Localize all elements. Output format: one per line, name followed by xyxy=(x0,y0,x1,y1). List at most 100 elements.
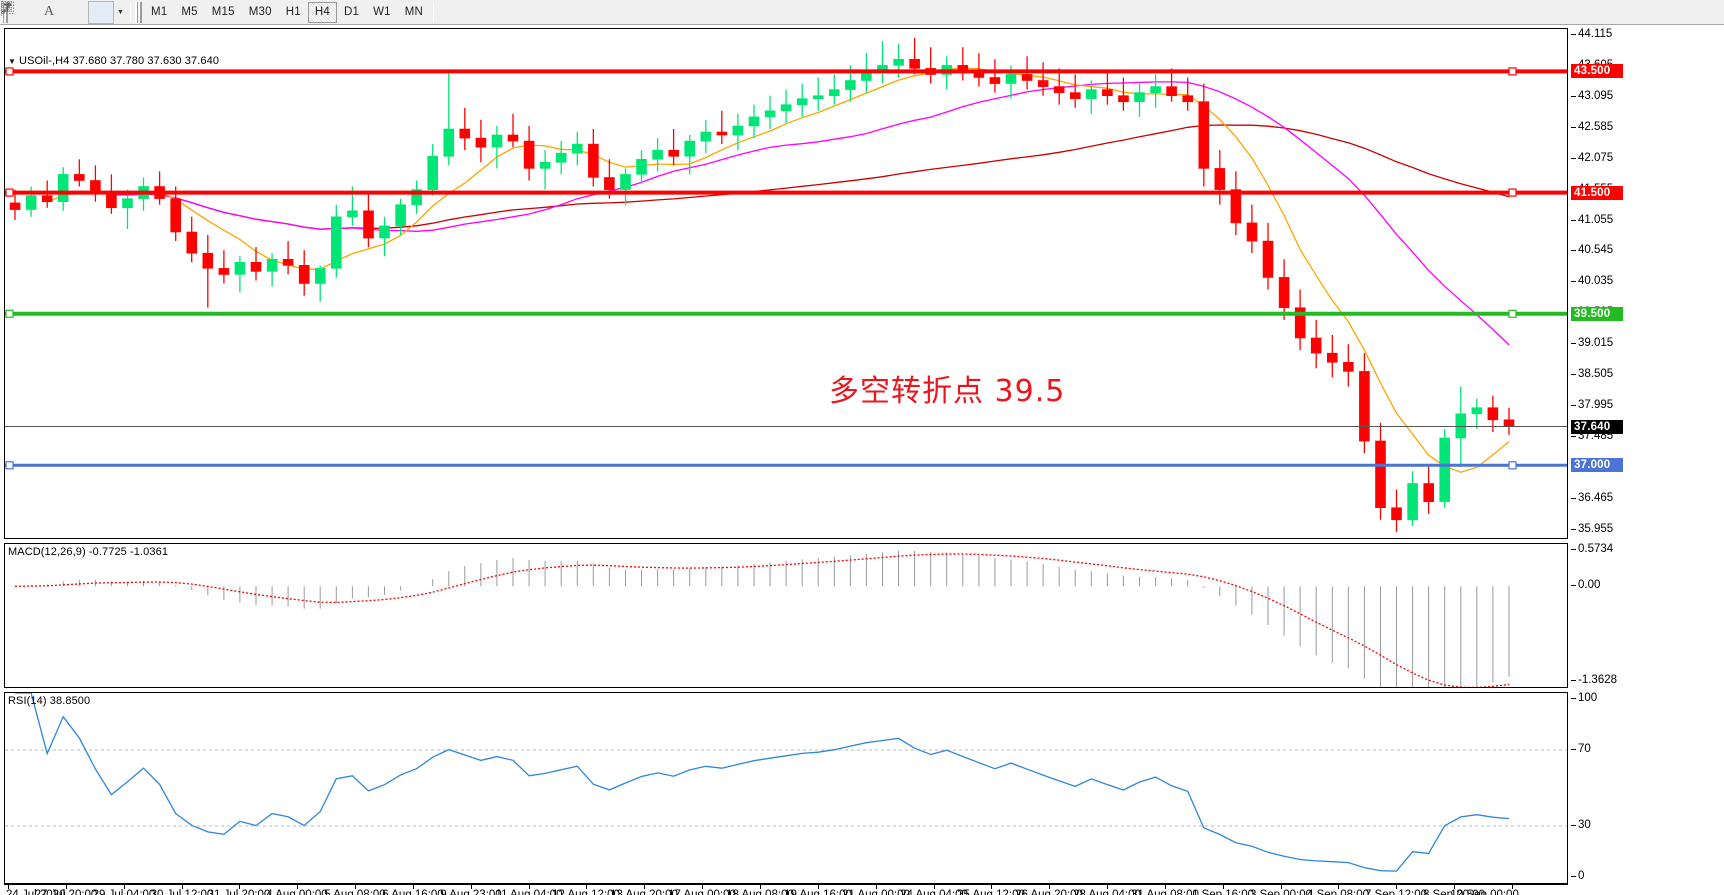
time-tick: 31 Aug 08:00 xyxy=(1131,889,1199,895)
price-tick: 44.115 xyxy=(1570,28,1613,41)
toolbar-separator xyxy=(130,2,131,22)
price-tick: 41.055 xyxy=(1570,213,1614,226)
time-tick-mark xyxy=(413,885,414,889)
text-box-icon[interactable] xyxy=(1,1,88,24)
price-level-badge-resistance-43500[interactable]: 43.500 xyxy=(1571,64,1623,79)
time-tick-mark xyxy=(297,885,298,889)
time-tick: 28 Aug 04:00 xyxy=(1073,889,1141,895)
symbol-dropdown-caret-icon[interactable]: ▼ xyxy=(8,57,17,66)
time-tick-mark xyxy=(8,885,9,889)
price-tick: 37.995 xyxy=(1570,398,1614,411)
price-tick: 39.015 xyxy=(1570,337,1614,350)
time-tick-mark xyxy=(355,885,356,889)
time-tick: 31 Jul 20:00 xyxy=(207,889,271,895)
time-tick-mark xyxy=(702,885,703,889)
timeframe-m1[interactable]: M1 xyxy=(151,6,168,18)
price-pane[interactable]: 多空转折点 39.5 xyxy=(4,28,1568,539)
objects-dropdown-arrow-icon[interactable]: ▼ xyxy=(117,8,124,16)
macd-pane[interactable] xyxy=(4,543,1568,688)
time-tick-mark xyxy=(1107,885,1108,889)
time-tick-mark xyxy=(760,885,761,889)
timeframe-w1[interactable]: W1 xyxy=(373,6,391,18)
time-tick: 1 Sep 16:00 xyxy=(1191,889,1255,895)
time-tick-mark xyxy=(182,885,183,889)
macd-scale[interactable]: 0.5734 0.00 -1.3628 xyxy=(1568,543,1724,688)
rsi-scale[interactable]: 100 70 30 0 xyxy=(1568,692,1724,884)
rsi-pane[interactable] xyxy=(4,692,1568,884)
price-chart-canvas xyxy=(5,38,1567,532)
time-tick: 5 Aug 08:00 xyxy=(324,889,386,895)
time-tick: 7 Sep 12:00 xyxy=(1364,889,1428,895)
timeframe-h1[interactable]: H1 xyxy=(285,6,301,18)
time-tick-mark xyxy=(934,885,935,889)
time-tick-mark xyxy=(1049,885,1050,889)
time-tick-mark xyxy=(644,885,645,889)
time-tick-mark xyxy=(876,885,877,889)
macd-indicator-label: MACD(12,26,9) -0.7725 -1.0361 xyxy=(8,546,169,558)
price-tick: 42.075 xyxy=(1570,151,1614,164)
timeframe-m30[interactable]: M30 xyxy=(248,6,272,18)
time-tick-mark xyxy=(1396,885,1397,889)
time-tick: 25 Aug 12:00 xyxy=(957,889,1025,895)
time-axis[interactable]: 24 Jul 2020 27 Jul 20:00 29 Jul 04:00 30 Ju… xyxy=(4,884,1568,895)
timeframe-m5[interactable]: M5 xyxy=(181,6,198,18)
timeframe-m15[interactable]: M15 xyxy=(211,6,235,18)
time-tick: 26 Aug 20:00 xyxy=(1015,889,1083,895)
macd-chart-canvas xyxy=(14,550,1510,687)
time-tick: 8 Sep 20:00 xyxy=(1422,889,1486,895)
time-tick: 21 Aug 00:00 xyxy=(842,889,910,895)
macd-tick: 0.5734 xyxy=(1570,543,1614,555)
timeframe-grip-handle[interactable] xyxy=(135,1,142,23)
time-tick-mark xyxy=(818,885,819,889)
time-tick: 30 Jul 12:00 xyxy=(150,889,214,895)
svg-text:F: F xyxy=(1,12,5,17)
time-tick: 12 Aug 12:00 xyxy=(552,889,620,895)
rsi-chart-canvas xyxy=(5,693,1567,872)
price-tick: 43.095 xyxy=(1570,89,1614,102)
time-tick: 11 Aug 04:00 xyxy=(495,889,563,895)
time-tick-mark xyxy=(124,885,125,889)
timeframe-mn[interactable]: MN xyxy=(404,6,424,18)
timeframe-d1[interactable]: D1 xyxy=(343,6,360,18)
rsi-tick: 100 xyxy=(1570,692,1598,704)
time-tick-mark xyxy=(66,885,67,889)
time-tick: 27 Jul 20:00 xyxy=(34,889,98,895)
time-tick-mark xyxy=(586,885,587,889)
symbol-info-bar[interactable]: ▼ USOil-,H4 37.680 37.780 37.630 37.640 xyxy=(8,55,219,67)
price-level-badge-resistance-41500[interactable]: 41.500 xyxy=(1571,185,1623,200)
time-tick: 10 Sep 00:00 xyxy=(1450,889,1519,895)
price-tick: 36.465 xyxy=(1570,491,1614,504)
toolbar-separator-2 xyxy=(433,2,435,22)
price-scale[interactable]: 44.11543.60543.09542.58542.07541.55541.0… xyxy=(1568,28,1724,539)
rsi-tick: 0 xyxy=(1570,870,1585,882)
chart-area: 多空转折点 39.5 ▼ USOil-,H4 37.680 37.780 37.6… xyxy=(0,25,1724,895)
time-tick-mark xyxy=(1281,885,1282,889)
time-tick: 18 Aug 08:00 xyxy=(726,889,794,895)
time-tick: 17 Aug 00:00 xyxy=(668,889,736,895)
price-level-badge-support-39500[interactable]: 39.500 xyxy=(1571,306,1623,321)
main-toolbar: F A ▼ M1 M5 M15 M30 H1 H4 D1 W1 MN xyxy=(0,0,1724,25)
price-tick: 35.955 xyxy=(1570,522,1614,535)
rsi-indicator-label: RSI(14) 38.8500 xyxy=(8,695,91,707)
time-tick: 13 Aug 20:00 xyxy=(610,889,678,895)
objects-icon[interactable] xyxy=(2,0,114,24)
time-tick-mark xyxy=(1454,885,1455,889)
text-label-icon[interactable]: A xyxy=(43,4,55,19)
price-level-badge-level-37000[interactable]: 37.000 xyxy=(1571,458,1623,473)
symbol-info-text: USOil-,H4 37.680 37.780 37.630 37.640 xyxy=(19,55,220,67)
time-tick: 6 Aug 16:00 xyxy=(382,889,444,895)
price-level-badge-last-price-37640[interactable]: 37.640 xyxy=(1571,419,1623,434)
time-tick-mark xyxy=(1512,885,1513,889)
time-tick-mark xyxy=(991,885,992,889)
price-tick: 40.545 xyxy=(1570,244,1614,257)
time-tick-mark xyxy=(1165,885,1166,889)
time-tick: 19 Aug 16:00 xyxy=(784,889,852,895)
macd-tick: 0.00 xyxy=(1570,579,1601,592)
time-tick-mark xyxy=(1338,885,1339,889)
price-tick: 38.505 xyxy=(1570,368,1614,381)
rsi-tick: 70 xyxy=(1571,743,1591,755)
time-tick: 9 Aug 23:00 xyxy=(440,889,502,895)
time-tick-mark xyxy=(529,885,530,889)
timeframe-h4[interactable]: H4 xyxy=(307,1,337,23)
